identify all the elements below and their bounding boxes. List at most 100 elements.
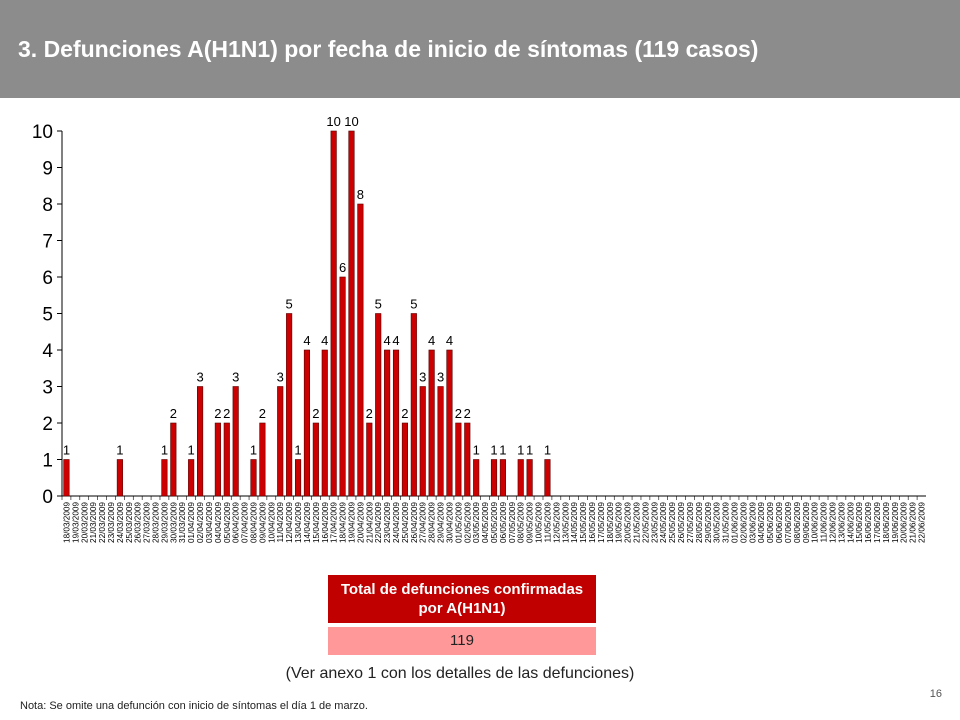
x-tick-label: 27/05/2009 <box>686 502 695 543</box>
x-tick-label: 11/05/2009 <box>543 502 552 543</box>
x-tick-label: 21/05/2009 <box>633 502 642 543</box>
x-tick-label: 25/03/2009 <box>125 502 134 543</box>
x-tick-label: 10/06/2009 <box>811 502 820 543</box>
x-tick-label: 11/04/2009 <box>276 502 285 543</box>
bar <box>544 459 551 497</box>
x-tick-label: 12/05/2009 <box>552 502 561 543</box>
y-tick-label: 6 <box>42 268 53 289</box>
x-tick-label: 04/05/2009 <box>481 502 490 543</box>
bar <box>392 349 400 497</box>
x-tick-label: 28/03/2009 <box>152 502 161 543</box>
bar <box>312 422 319 497</box>
x-tick-label: 05/05/2009 <box>490 502 499 543</box>
x-tick-label: 02/06/2009 <box>739 502 748 543</box>
data-label: 1 <box>490 443 497 458</box>
x-tick-label: 12/04/2009 <box>285 502 294 543</box>
bar <box>526 459 533 497</box>
y-tick-label: 9 <box>42 159 53 180</box>
data-label: 6 <box>339 260 346 275</box>
data-label: 1 <box>188 443 195 458</box>
x-tick-label: 13/04/2009 <box>294 502 303 543</box>
x-tick-label: 15/05/2009 <box>579 502 588 543</box>
bar <box>259 422 266 497</box>
bar <box>384 349 391 497</box>
x-tick-label: 19/06/2009 <box>891 502 900 543</box>
x-tick-label: 11/06/2009 <box>820 502 829 543</box>
x-tick-label: 01/05/2009 <box>454 502 463 543</box>
x-tick-label: 18/06/2009 <box>882 502 891 543</box>
data-label: 2 <box>464 406 471 421</box>
data-label: 4 <box>392 333 399 348</box>
data-label: 5 <box>410 297 417 312</box>
page-number: 16 <box>929 688 942 700</box>
x-tick-label: 20/03/2009 <box>80 502 89 543</box>
bar <box>419 386 426 497</box>
x-tick-label: 05/06/2009 <box>766 502 775 543</box>
data-label: 1 <box>517 443 524 458</box>
x-tick-label: 07/05/2009 <box>508 502 517 543</box>
x-tick-label: 06/06/2009 <box>775 502 784 543</box>
x-tick-label: 19/05/2009 <box>615 502 624 543</box>
footnote: Nota: Se omite una defunción con inicio … <box>20 700 368 712</box>
x-tick-label: 18/04/2009 <box>339 502 348 543</box>
x-tick-label: 09/05/2009 <box>526 502 535 543</box>
data-label: 10 <box>344 114 358 129</box>
data-label: 8 <box>357 187 364 202</box>
bar <box>223 422 230 497</box>
x-tick-label: 29/03/2009 <box>160 502 169 543</box>
data-label: 1 <box>294 443 301 458</box>
bar <box>161 459 168 497</box>
x-tick-label: 04/04/2009 <box>214 502 223 543</box>
y-tick-label: 4 <box>42 341 53 362</box>
y-tick-label: 7 <box>42 232 53 253</box>
bar <box>170 422 177 497</box>
bar <box>63 459 70 497</box>
x-tick-label: 23/05/2009 <box>650 502 659 543</box>
x-tick-label: 16/04/2009 <box>321 502 330 543</box>
x-tick-label: 02/04/2009 <box>196 502 205 543</box>
x-tick-label: 21/04/2009 <box>365 502 374 543</box>
data-label: 10 <box>326 114 340 129</box>
bar <box>188 459 195 497</box>
total-deaths-value: 119 <box>328 627 596 655</box>
x-tick-label: 01/06/2009 <box>730 502 739 543</box>
x-tick-label: 20/04/2009 <box>356 502 365 543</box>
data-label: 3 <box>419 370 426 385</box>
bar <box>366 422 373 497</box>
x-tick-label: 04/06/2009 <box>757 502 766 543</box>
x-tick-label: 03/06/2009 <box>748 502 757 543</box>
y-tick-label: 3 <box>42 378 53 399</box>
x-tick-label: 26/05/2009 <box>677 502 686 543</box>
x-tick-label: 13/06/2009 <box>837 502 846 543</box>
total-deaths-box: Total de defunciones confirmadas por A(H… <box>328 575 596 655</box>
data-label: 3 <box>196 370 203 385</box>
y-tick-label: 10 <box>32 122 53 143</box>
x-tick-label: 24/05/2009 <box>659 502 668 543</box>
y-tick-label: 0 <box>42 487 53 508</box>
bar <box>464 422 471 497</box>
x-tick-label: 02/05/2009 <box>463 502 472 543</box>
data-label: 1 <box>473 443 480 458</box>
data-label: 4 <box>428 333 435 348</box>
data-label: 1 <box>544 443 551 458</box>
x-tick-label: 30/03/2009 <box>169 502 178 543</box>
total-deaths-heading: Total de defunciones confirmadas por A(H… <box>328 575 596 623</box>
x-tick-label: 22/06/2009 <box>918 502 927 543</box>
data-label: 2 <box>366 406 373 421</box>
data-label: 2 <box>401 406 408 421</box>
title-bar: 3. Defunciones A(H1N1) por fecha de inic… <box>0 0 960 98</box>
y-tick-label: 2 <box>42 414 53 435</box>
data-label: 1 <box>63 443 70 458</box>
x-tick-label: 14/06/2009 <box>846 502 855 543</box>
bar <box>446 349 453 497</box>
data-label: 2 <box>214 406 221 421</box>
y-tick-label: 1 <box>42 451 53 472</box>
y-tick-label: 8 <box>42 195 53 216</box>
bar <box>348 130 355 497</box>
bar <box>330 130 337 497</box>
x-tick-label: 10/05/2009 <box>535 502 544 543</box>
data-label: 3 <box>437 370 444 385</box>
x-tick-label: 23/04/2009 <box>383 502 392 543</box>
x-tick-label: 26/03/2009 <box>134 502 143 543</box>
x-tick-label: 13/05/2009 <box>561 502 570 543</box>
